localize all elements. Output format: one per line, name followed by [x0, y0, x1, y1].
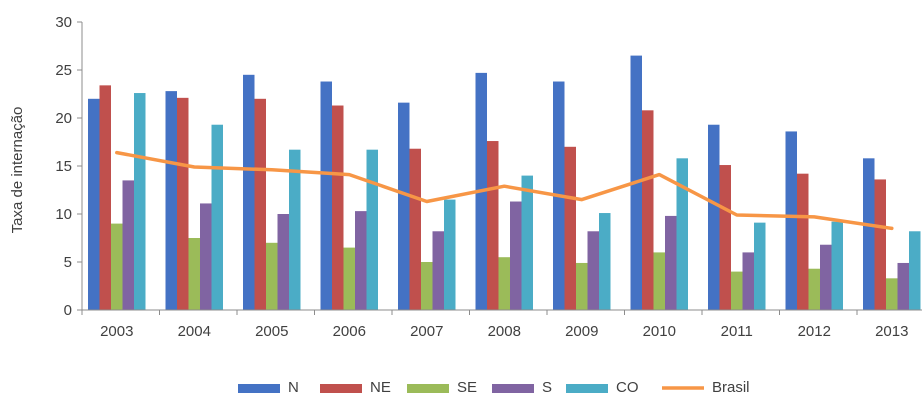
y-axis-title-group: Taxa de internação: [9, 107, 26, 234]
bar-ne-2003: [99, 85, 111, 310]
x-tick-label: 2012: [798, 323, 831, 340]
bar-s-2006: [355, 211, 367, 310]
legend-swatch-n: [238, 384, 280, 393]
bar-ne-2006: [332, 105, 344, 311]
bar-se-2012: [808, 268, 820, 310]
bar-n-2013: [863, 158, 875, 310]
bar-n-2006: [320, 81, 332, 311]
bar-se-2010: [653, 252, 665, 310]
legend-label-s: S: [542, 379, 552, 396]
bar-n-2011: [708, 124, 720, 310]
bar-se-2003: [111, 223, 123, 310]
y-tick-label: 15: [55, 158, 72, 175]
x-tick-label: 2013: [875, 323, 908, 340]
bar-ne-2011: [719, 165, 731, 310]
bar-s-2009: [587, 231, 599, 310]
bar-se-2011: [731, 271, 743, 310]
bar-ne-2008: [487, 141, 499, 310]
bar-co-2010: [676, 158, 688, 310]
bar-s-2008: [510, 201, 522, 310]
line-layer: [115, 150, 894, 231]
bar-co-2006: [366, 149, 378, 310]
bar-se-2009: [576, 262, 588, 310]
bar-n-2003: [88, 98, 100, 310]
y-tick-label: 30: [55, 14, 72, 31]
bar-co-2005: [289, 149, 301, 310]
legend-swatch-se: [407, 384, 449, 393]
bar-n-2004: [165, 91, 177, 311]
bar-s-2005: [277, 214, 289, 310]
legend-label-se: SE: [457, 379, 477, 396]
bar-s-2007: [432, 231, 444, 310]
bar-se-2005: [266, 242, 278, 310]
bar-s-2004: [200, 203, 212, 310]
x-tick-label: 2006: [333, 323, 366, 340]
bar-co-2012: [831, 221, 843, 310]
x-tick-label: 2005: [255, 323, 288, 340]
bar-ne-2013: [874, 179, 886, 310]
bar-co-2008: [521, 175, 533, 310]
bar-co-2003: [134, 93, 146, 310]
bar-se-2004: [188, 238, 200, 310]
bar-ne-2010: [642, 110, 654, 310]
legend-swatch-co: [566, 384, 608, 393]
legend-label-co: CO: [616, 379, 639, 396]
bars-layer: [88, 55, 921, 311]
x-tick-label: 2003: [100, 323, 133, 340]
bar-ne-2004: [177, 97, 189, 310]
bar-ne-2009: [564, 146, 576, 310]
legend-label-brasil: Brasil: [712, 379, 750, 396]
x-tick-label: 2010: [643, 323, 676, 340]
bar-co-2007: [444, 199, 456, 310]
bar-s-2003: [122, 180, 134, 310]
x-tick-label: 2004: [178, 323, 211, 340]
y-tick-label: 10: [55, 206, 72, 223]
x-tick-label: 2009: [565, 323, 598, 340]
bar-co-2011: [754, 222, 766, 310]
bar-ne-2012: [797, 173, 809, 310]
y-tick-label: 20: [55, 110, 72, 127]
legend-swatch-ne: [320, 384, 362, 393]
line-brasil: [115, 150, 894, 231]
bar-ne-2007: [409, 148, 421, 310]
y-tick-label: 5: [64, 254, 72, 271]
bar-se-2006: [343, 247, 355, 310]
bar-n-2007: [398, 102, 410, 310]
axes-layer: 0 5 10 15 20 25 30 2003 2004 2005 2006 2007 2008 2009…: [55, 14, 922, 340]
y-tick-label: 25: [55, 62, 72, 79]
x-tick-label: 2007: [410, 323, 443, 340]
y-axis-title: Taxa de internação: [9, 107, 26, 234]
bar-s-2010: [665, 215, 677, 310]
legend: N NE SE S CO Brasil: [238, 379, 750, 396]
bar-n-2012: [785, 131, 797, 310]
bar-se-2007: [421, 262, 433, 310]
bar-n-2005: [243, 74, 255, 310]
bar-s-2013: [897, 262, 909, 310]
bar-se-2013: [886, 278, 898, 310]
y-tick-label: 0: [64, 302, 72, 319]
bar-co-2009: [599, 213, 611, 310]
bar-co-2013: [909, 231, 921, 310]
legend-label-n: N: [288, 379, 299, 396]
x-tick-label: 2008: [488, 323, 521, 340]
bar-se-2008: [498, 257, 510, 310]
bar-s-2011: [742, 252, 754, 310]
bar-ne-2005: [254, 98, 266, 310]
bar-co-2004: [211, 124, 223, 310]
x-tick-label: 2011: [721, 323, 753, 340]
bar-s-2012: [820, 244, 832, 310]
legend-swatch-s: [492, 384, 534, 393]
legend-label-ne: NE: [370, 379, 391, 396]
